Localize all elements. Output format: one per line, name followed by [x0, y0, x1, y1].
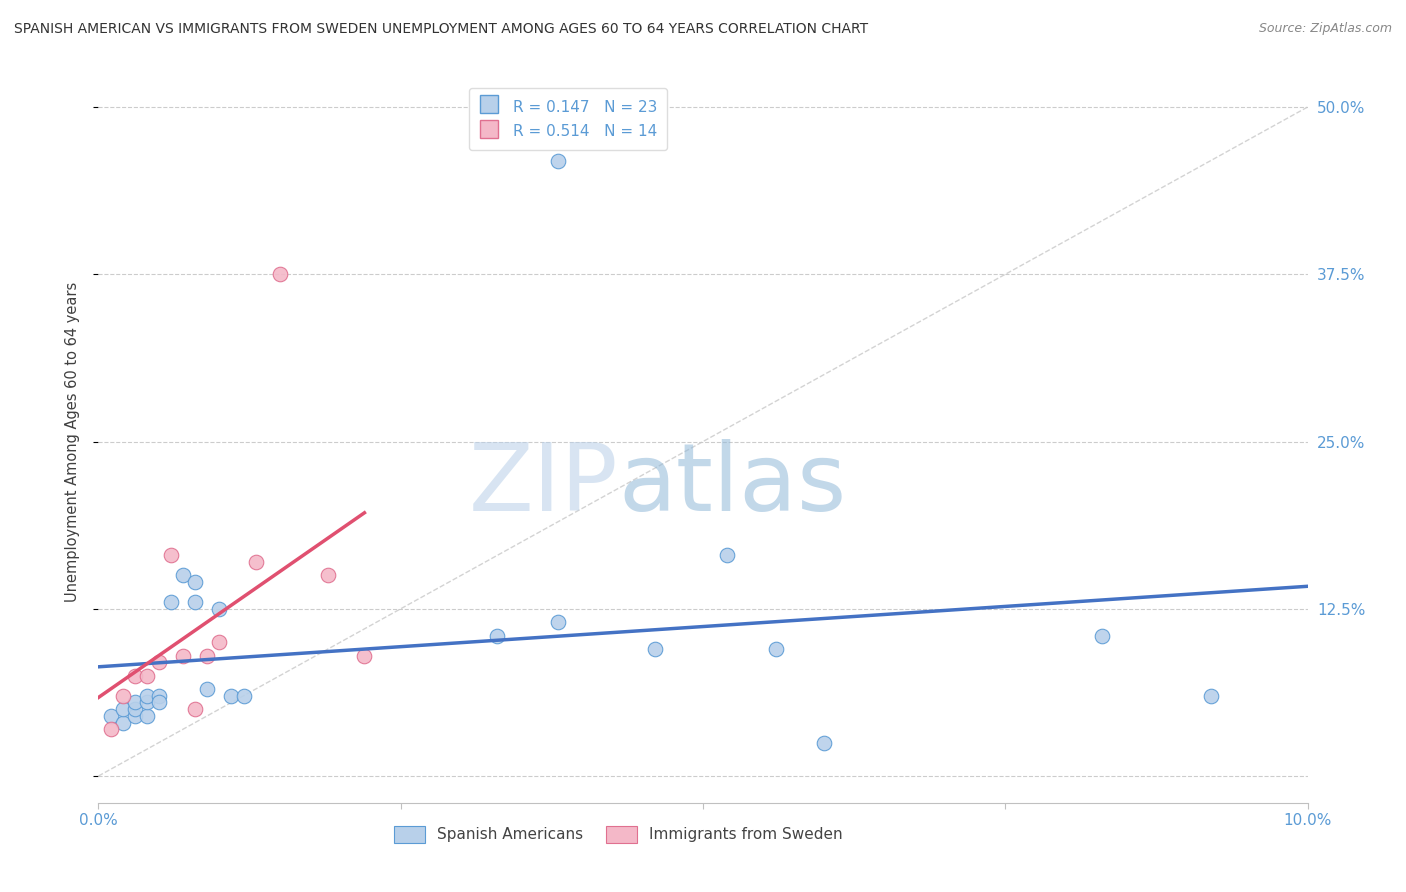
Text: Source: ZipAtlas.com: Source: ZipAtlas.com: [1258, 22, 1392, 36]
Point: [765, 642, 787, 657]
Point: [1199, 689, 1222, 703]
Point: [547, 153, 569, 168]
Point: [208, 602, 231, 616]
Point: [135, 708, 157, 723]
Point: [160, 595, 183, 609]
Point: [172, 568, 194, 582]
Point: [100, 723, 122, 737]
Point: [111, 689, 134, 703]
Point: [1091, 629, 1114, 643]
Point: [813, 735, 835, 749]
Point: [135, 689, 157, 703]
Point: [124, 702, 146, 716]
Point: [184, 595, 207, 609]
Point: [208, 635, 231, 649]
Point: [124, 708, 146, 723]
Point: [232, 689, 254, 703]
Point: [148, 655, 170, 669]
Point: [124, 696, 146, 710]
Text: SPANISH AMERICAN VS IMMIGRANTS FROM SWEDEN UNEMPLOYMENT AMONG AGES 60 TO 64 YEAR: SPANISH AMERICAN VS IMMIGRANTS FROM SWED…: [14, 22, 868, 37]
Point: [111, 702, 134, 716]
Point: [148, 689, 170, 703]
Text: ZIP: ZIP: [468, 439, 619, 531]
Point: [353, 648, 375, 663]
Point: [269, 268, 291, 282]
Point: [160, 548, 183, 563]
Y-axis label: Unemployment Among Ages 60 to 64 years: Unemployment Among Ages 60 to 64 years: [65, 281, 80, 602]
Point: [316, 568, 339, 582]
Point: [124, 669, 146, 683]
Point: [245, 555, 267, 569]
Point: [148, 696, 170, 710]
Point: [172, 648, 194, 663]
Point: [135, 696, 157, 710]
Legend: Spanish Americans, Immigrants from Sweden: Spanish Americans, Immigrants from Swede…: [388, 820, 849, 849]
Point: [195, 681, 218, 696]
Point: [547, 615, 569, 630]
Point: [195, 648, 218, 663]
Point: [100, 708, 122, 723]
Text: atlas: atlas: [619, 439, 846, 531]
Point: [716, 548, 738, 563]
Point: [184, 702, 207, 716]
Point: [644, 642, 666, 657]
Point: [111, 715, 134, 730]
Point: [184, 575, 207, 590]
Point: [221, 689, 243, 703]
Point: [135, 669, 157, 683]
Point: [486, 629, 509, 643]
